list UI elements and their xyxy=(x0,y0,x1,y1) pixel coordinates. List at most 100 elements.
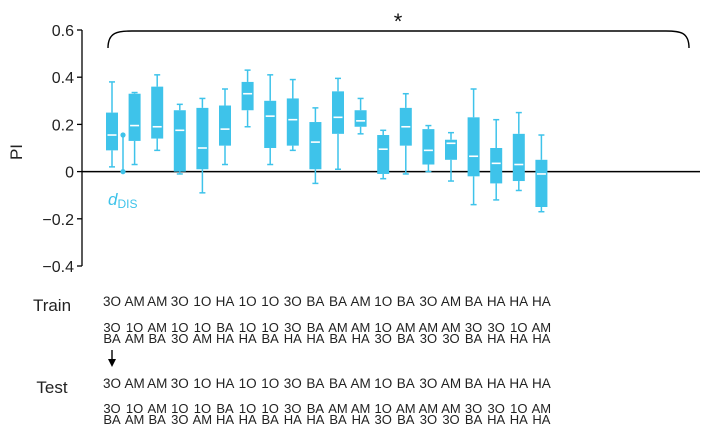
test-pair-label: 3O xyxy=(442,412,459,427)
train-pair-label: AM xyxy=(441,320,461,335)
train-condition-label: BA xyxy=(397,294,415,309)
box-body xyxy=(535,159,548,207)
train-pair-label: 1O xyxy=(171,320,188,335)
box-body xyxy=(309,122,322,170)
box xyxy=(106,81,118,168)
train-pair-label: 1O xyxy=(126,320,143,335)
box xyxy=(399,92,412,175)
test-condition-label: HA xyxy=(532,376,551,391)
box-body xyxy=(490,148,503,184)
train-pair-label: 1O xyxy=(375,320,392,335)
box-body xyxy=(422,129,435,165)
test-pair-label: 1O xyxy=(126,401,143,416)
train-pair-label: AM xyxy=(193,331,213,346)
y-tick-label: 0 xyxy=(65,165,74,182)
train-pair-label: BA xyxy=(465,331,483,346)
train-pair-label: AM xyxy=(532,320,552,335)
train-pair-label: HA xyxy=(306,331,324,346)
train-pair-label: 3O xyxy=(420,331,437,346)
box-body xyxy=(467,117,480,177)
test-pair-label: 1O xyxy=(194,401,211,416)
train-pair-label: 1O xyxy=(194,320,211,335)
test-condition-label: 3O xyxy=(419,376,437,391)
test-pair-label: HA xyxy=(352,412,370,427)
test-condition-label: BA xyxy=(465,376,483,391)
test-condition-label: AM xyxy=(124,376,144,391)
box xyxy=(219,88,231,166)
dis-annotation-main: d xyxy=(108,190,118,209)
train-condition-label: AM xyxy=(350,294,370,309)
y-tick-label: 0.4 xyxy=(52,70,74,87)
train-pair-label: AM xyxy=(351,320,371,335)
test-pair-label: HA xyxy=(487,412,505,427)
test-condition-label: 3O xyxy=(171,376,189,391)
test-pair-label: AM xyxy=(351,401,371,416)
train-condition-label: HA xyxy=(216,294,235,309)
test-pair-label: HA xyxy=(216,412,234,427)
box xyxy=(354,97,367,135)
train-condition-label: 1O xyxy=(193,294,211,309)
box xyxy=(467,88,480,206)
train-pair-label: 1O xyxy=(239,320,256,335)
test-pair-label: AM xyxy=(193,412,213,427)
box-body xyxy=(106,112,118,151)
train-condition-label: AM xyxy=(124,294,144,309)
y-tick-label: 0.6 xyxy=(52,23,74,40)
test-pair-label: 1O xyxy=(171,401,188,416)
test-pair-label: 3O xyxy=(103,401,120,416)
train-pair-label: BA xyxy=(216,320,234,335)
box-body xyxy=(377,135,390,174)
box xyxy=(173,103,186,175)
train-condition-label: BA xyxy=(306,294,324,309)
test-pair-label: AM xyxy=(328,401,348,416)
test-pair-label: 1O xyxy=(239,401,256,416)
train-pair-label: HA xyxy=(216,331,234,346)
box-body xyxy=(219,105,231,146)
train-row-label: Train xyxy=(33,296,71,315)
train-condition-label: 1O xyxy=(261,294,279,309)
test-condition-label: BA xyxy=(306,376,324,391)
train-condition-label: BA xyxy=(329,294,347,309)
test-condition-label: HA xyxy=(216,376,235,391)
box-body xyxy=(128,93,141,141)
box xyxy=(309,107,322,185)
box-body xyxy=(196,107,209,170)
test-pair-label: BA xyxy=(149,412,167,427)
test-pair-label: HA xyxy=(306,412,324,427)
box xyxy=(490,118,503,201)
boxes xyxy=(106,69,548,213)
test-pair-label: 1O xyxy=(510,401,527,416)
train-pair-label: AM xyxy=(396,320,416,335)
test-pair-label: 3O xyxy=(171,412,188,427)
box xyxy=(151,74,164,152)
train-condition-label: HA xyxy=(509,294,528,309)
box-body xyxy=(445,139,457,160)
test-pair-label: 3O xyxy=(488,401,505,416)
test-condition-label: 3O xyxy=(103,376,121,391)
box-body xyxy=(151,86,164,139)
significance-bracket xyxy=(107,30,690,49)
train-pair-label: AM xyxy=(419,320,439,335)
significance-asterisk: * xyxy=(394,9,403,34)
box-body xyxy=(354,110,367,127)
box-body xyxy=(241,81,254,111)
y-axis-label: PI xyxy=(7,144,26,160)
train-condition-label: 1O xyxy=(239,294,257,309)
train-pair-label: 3O xyxy=(442,331,459,346)
test-condition-label: 1O xyxy=(193,376,211,391)
box xyxy=(422,124,435,173)
box-body xyxy=(286,98,299,146)
test-pair-label: BA xyxy=(397,412,415,427)
test-condition-label: 3O xyxy=(284,376,302,391)
y-tick-label: −0.2 xyxy=(42,212,74,229)
y-tick-label: 0.2 xyxy=(52,117,74,134)
test-pair-label: AM xyxy=(125,412,145,427)
y-axis: −0.4 −0.2 0 0.2 0.4 0.6 xyxy=(42,23,83,276)
test-condition-label: 1O xyxy=(239,376,257,391)
box xyxy=(445,131,457,182)
test-pair-label: 3O xyxy=(284,401,301,416)
box xyxy=(377,129,390,180)
test-pair-label: HA xyxy=(532,412,550,427)
test-condition-label: AM xyxy=(441,376,461,391)
